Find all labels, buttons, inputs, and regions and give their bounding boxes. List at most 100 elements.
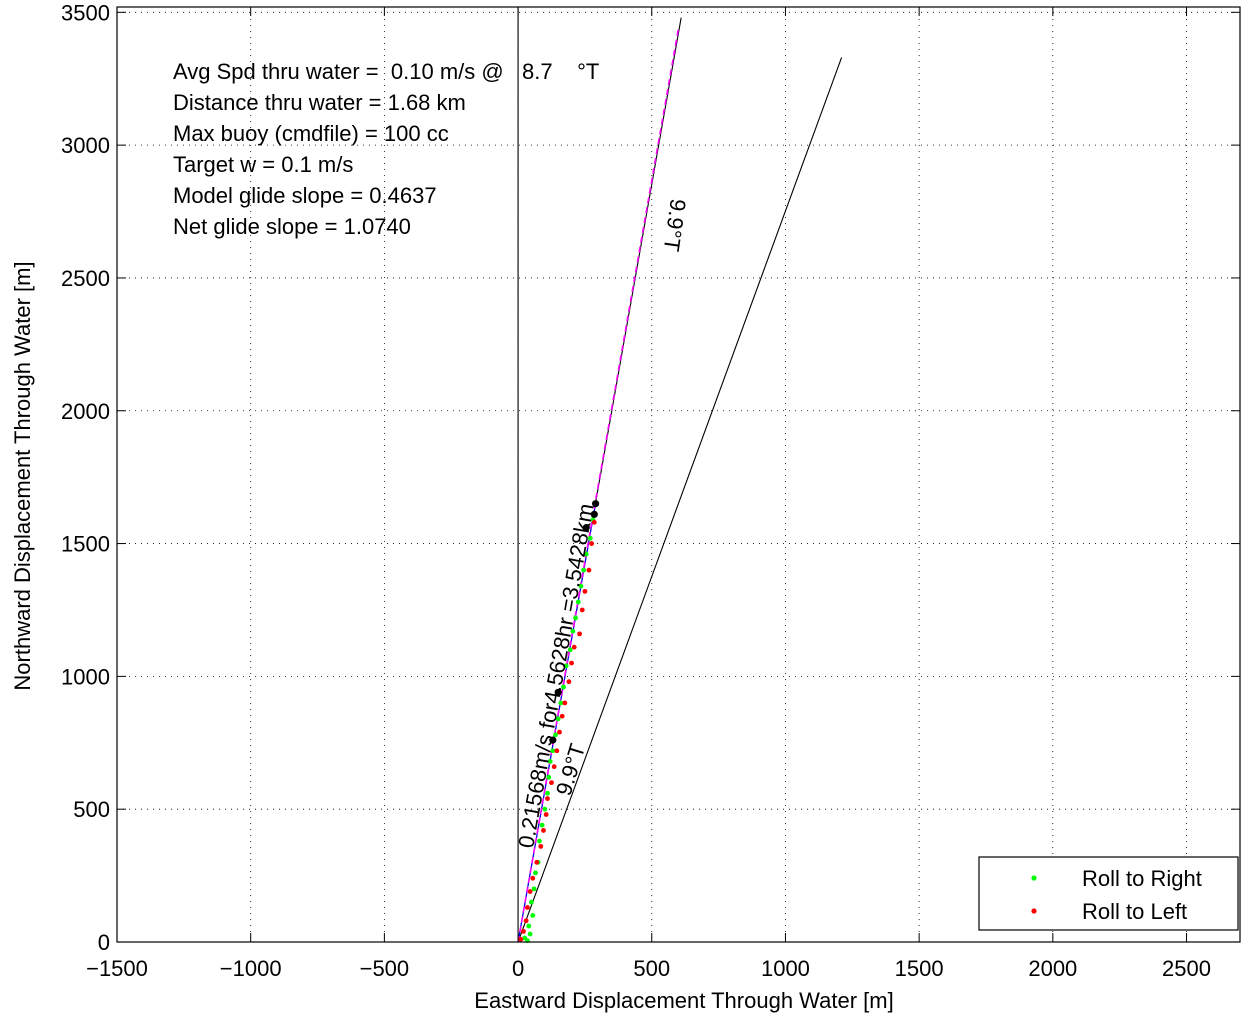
black-markers bbox=[549, 500, 600, 744]
data-point bbox=[545, 790, 550, 796]
stats-line-net-glide: Net glide slope = 1.0740 bbox=[173, 214, 411, 239]
trajectory-lines bbox=[517, 7, 843, 943]
trajectory-line bbox=[517, 28, 680, 943]
data-point bbox=[546, 774, 552, 780]
legend-box bbox=[978, 856, 1239, 931]
data-point bbox=[558, 700, 564, 706]
data-point bbox=[591, 519, 597, 525]
data-point bbox=[523, 918, 529, 924]
data-point bbox=[521, 928, 526, 934]
y-tick-label: 3000 bbox=[61, 133, 110, 158]
legend-marker-roll-right bbox=[1031, 875, 1037, 881]
data-point bbox=[557, 729, 562, 735]
data-point bbox=[582, 588, 588, 594]
data-point bbox=[539, 822, 545, 828]
data-point bbox=[527, 931, 533, 937]
data-point bbox=[531, 886, 537, 892]
data-point bbox=[526, 923, 532, 929]
stats-line-distance: Distance thru water = 1.68 km bbox=[173, 90, 466, 115]
y-tick-label: 0 bbox=[98, 930, 110, 955]
stats-text-block: Avg Spd thru water = 0.10 m/s @ 8.7 °T D… bbox=[173, 59, 599, 239]
data-point bbox=[575, 599, 581, 605]
data-point bbox=[534, 859, 540, 865]
data-point bbox=[578, 583, 584, 589]
data-point bbox=[530, 875, 536, 881]
y-tick-label: 2500 bbox=[61, 266, 110, 291]
data-point bbox=[543, 812, 549, 817]
y-tick-label: 1000 bbox=[61, 664, 110, 689]
data-point bbox=[551, 764, 557, 770]
marker-point bbox=[582, 524, 590, 532]
x-axis-title: Eastward Displacement Through Water [m] bbox=[474, 988, 893, 1013]
data-point bbox=[554, 748, 560, 754]
data-point bbox=[571, 644, 577, 650]
stats-line-avg-speed: Avg Spd thru water = 0.10 m/s @ 8.7 °T bbox=[173, 59, 599, 84]
data-point bbox=[537, 838, 542, 844]
data-point bbox=[527, 889, 533, 894]
legend-label-roll-left: Roll to Left bbox=[1082, 899, 1187, 924]
ticks bbox=[116, 7, 1240, 943]
data-point bbox=[563, 663, 569, 669]
data-point bbox=[569, 660, 574, 666]
data-point bbox=[566, 679, 572, 685]
legend-marker-roll-left bbox=[1031, 908, 1037, 914]
x-tick-label: 2000 bbox=[1028, 956, 1077, 981]
trajectory-line bbox=[517, 57, 843, 943]
data-point bbox=[550, 748, 556, 754]
legend-label-roll-right: Roll to Right bbox=[1082, 866, 1202, 891]
x-tick-label: 500 bbox=[633, 956, 670, 981]
data-point bbox=[562, 700, 568, 706]
x-tick-label: −500 bbox=[360, 956, 410, 981]
data-point bbox=[553, 732, 558, 738]
data-point bbox=[581, 567, 586, 573]
y-tick-label: 3500 bbox=[61, 0, 110, 25]
data-point bbox=[545, 796, 550, 801]
marker-point bbox=[590, 510, 598, 518]
x-tick-label: 1500 bbox=[895, 956, 944, 981]
y-tick-label: 500 bbox=[73, 797, 110, 822]
data-point bbox=[530, 913, 536, 918]
data-point bbox=[559, 713, 565, 719]
data-point bbox=[586, 567, 592, 573]
data-point bbox=[538, 843, 544, 849]
data-point bbox=[587, 535, 593, 541]
data-point bbox=[541, 828, 546, 833]
y-axis-title: Northward Displacement Through Water [m] bbox=[10, 261, 35, 690]
legend: Roll to Right Roll to Left bbox=[978, 856, 1239, 931]
marker-point bbox=[592, 500, 600, 508]
data-point bbox=[549, 780, 554, 786]
stats-line-max-buoy: Max buoy (cmdfile) = 100 cc bbox=[173, 121, 449, 146]
data-point bbox=[547, 758, 553, 764]
x-tick-label: −1000 bbox=[220, 956, 282, 981]
marker-point bbox=[554, 688, 562, 696]
marker-point bbox=[549, 736, 557, 744]
stats-line-target-w: Target w = 0.1 m/s bbox=[173, 152, 353, 177]
stats-line-model-glide: Model glide slope = 0.4637 bbox=[173, 183, 437, 208]
tick-labels: −1500 −1000 −500 0 500 1000 1500 2000 2500 0 500 10… bbox=[61, 0, 1211, 981]
data-point bbox=[525, 905, 530, 910]
x-tick-label: 0 bbox=[512, 956, 524, 981]
data-point bbox=[561, 684, 566, 690]
data-point bbox=[570, 628, 576, 634]
y-tick-label: 2000 bbox=[61, 399, 110, 424]
data-point bbox=[518, 936, 524, 942]
series-points bbox=[518, 517, 597, 944]
data-point bbox=[522, 935, 528, 941]
data-point bbox=[589, 541, 595, 546]
data-point bbox=[533, 870, 538, 876]
data-point bbox=[573, 615, 578, 621]
data-point bbox=[567, 647, 573, 653]
data-point bbox=[555, 716, 561, 722]
x-tick-label: 2500 bbox=[1162, 956, 1211, 981]
x-tick-label: 1000 bbox=[761, 956, 810, 981]
data-point bbox=[542, 806, 548, 812]
y-tick-label: 1500 bbox=[61, 532, 110, 557]
data-point bbox=[529, 899, 534, 905]
axes-box bbox=[116, 6, 1241, 943]
data-point bbox=[577, 631, 582, 637]
data-point bbox=[583, 551, 589, 557]
data-point bbox=[579, 607, 585, 613]
x-tick-label: −1500 bbox=[86, 956, 148, 981]
